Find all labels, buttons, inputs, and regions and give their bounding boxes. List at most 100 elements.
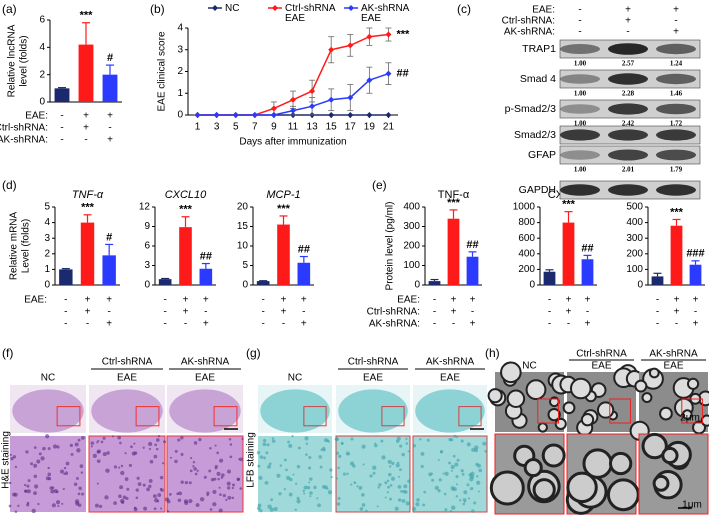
cell [451,505,456,510]
column-header: AK-shRNA [649,349,698,360]
tissue [169,389,241,433]
y-axis-label: level (folds) [19,35,30,86]
cell [359,507,364,511]
condition-sign: + [301,319,307,330]
cell [401,452,405,457]
cell [176,492,180,496]
condition-sign: + [693,295,699,306]
cell [239,457,244,462]
condition-sign: + [625,16,631,27]
zoom-box [681,398,703,424]
cell [96,459,101,464]
cell [399,444,403,448]
cell [70,452,74,456]
blot-band [560,104,600,114]
condition-label: Ctrl-shRNA: [0,123,48,134]
cell [376,505,379,508]
condition-sign: - [163,319,166,330]
column-header: Ctrl-shRNA [576,349,627,360]
cell [309,491,313,495]
legend-line: NC [225,3,239,14]
cell [397,498,402,502]
x-tick-label: 7 [252,122,258,133]
condition-label: EAE: [25,111,48,122]
cell [239,487,243,490]
cell [56,445,60,449]
cell [453,434,457,438]
significance: *** [80,10,94,22]
axon [500,361,522,384]
cell [137,482,142,486]
cell [163,440,167,444]
bar [670,225,683,285]
cell [25,450,29,454]
error-bar [691,260,700,265]
cell [120,464,124,468]
condition-sign: - [302,307,305,318]
cell [193,441,198,445]
zoom-box [303,406,327,427]
cell [57,505,60,508]
cell [194,472,198,476]
y-tick-label: 0 [637,280,643,291]
cell [97,439,100,443]
cell [52,444,58,449]
cell [381,455,386,460]
chart-title: CXCL10 [165,189,207,201]
blot-quant: 2.28 [622,90,635,98]
error-bar [61,268,70,270]
blot-band [608,43,648,55]
y-tick-label: 200 [403,241,420,252]
y-tick-label: 100 [403,260,420,271]
condition-sign: - [694,307,697,318]
cell [135,488,139,492]
y-tick-label: 2 [44,248,50,259]
cell [400,490,403,493]
cell [470,471,475,476]
cell [402,489,406,494]
cell [120,470,125,476]
cell [257,464,261,468]
condition-label: EAE: [532,5,555,16]
cell [216,471,221,476]
blot-band [656,43,696,55]
cell [77,503,82,507]
legend-marker [212,5,218,11]
cell [391,476,395,481]
condition-sign: + [107,111,113,122]
error-bar [201,262,210,269]
panel-letter: (h) [485,346,500,360]
column-header: EAE [195,373,215,384]
cell [256,450,261,455]
cell [38,452,42,456]
cell [226,481,231,486]
y-tick-label: 0 [529,280,535,291]
cell [45,434,50,439]
cell [267,464,271,469]
cell [411,506,417,512]
cell [113,501,117,505]
cell [372,471,376,475]
y-tick-label: 12 [139,202,151,213]
cell [439,449,444,454]
cell [309,477,313,481]
condition-sign: - [60,135,63,146]
axon [525,379,547,401]
axon [606,478,640,512]
panel-letter: (a) [2,2,17,16]
cell [219,458,224,463]
cell [391,461,395,466]
error-bar [82,22,90,45]
cell [484,450,487,453]
cell [62,487,65,491]
condition-sign: - [184,319,187,330]
condition-sign: - [163,295,166,306]
cell [9,453,12,456]
y-tick-label: 15 [237,221,249,232]
cell [318,455,323,459]
cell [153,507,157,511]
condition-sign: + [203,319,209,330]
cell [395,463,400,468]
cell [358,486,363,490]
y-tick-label: 1 [44,264,50,275]
